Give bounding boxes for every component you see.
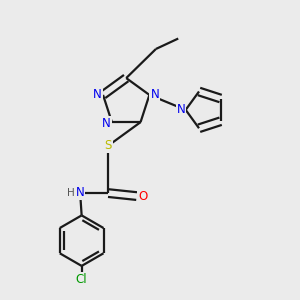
Text: N: N <box>150 88 159 100</box>
Text: N: N <box>76 186 84 199</box>
Text: H: H <box>67 188 74 197</box>
Text: N: N <box>93 88 102 100</box>
Text: O: O <box>138 190 147 202</box>
Text: Cl: Cl <box>76 273 88 286</box>
Text: N: N <box>102 117 111 130</box>
Text: N: N <box>176 103 185 116</box>
Text: S: S <box>105 139 112 152</box>
